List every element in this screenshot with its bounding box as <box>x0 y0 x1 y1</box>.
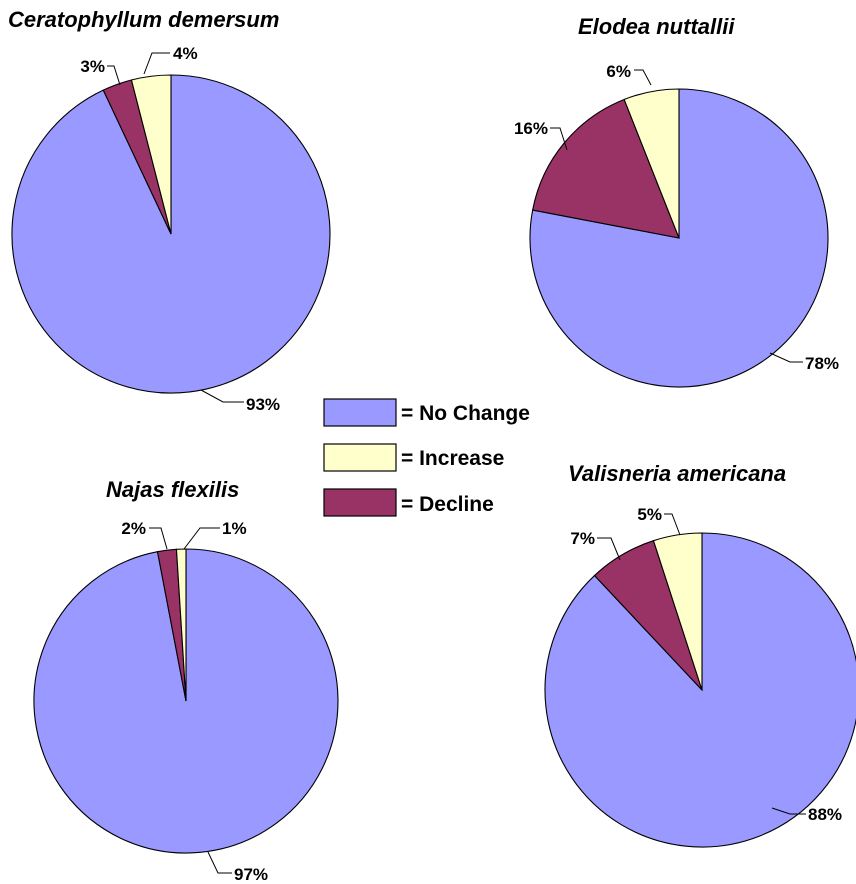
legend-item-increase: = Increase <box>323 443 504 472</box>
chart-title: Ceratophyllum demersum <box>8 7 279 32</box>
legend: = No Change = Increase = Decline <box>323 398 530 517</box>
leader-line-increase <box>634 69 652 86</box>
pie-slice-increase <box>130 74 172 235</box>
data-label-no-change: 97% <box>234 865 268 884</box>
pie-chart-najas: Najas flexilis 97% 1% 2% <box>33 477 339 884</box>
data-label-increase: 4% <box>173 44 198 63</box>
legend-swatch-increase <box>323 443 397 472</box>
data-label-increase: 6% <box>606 62 631 81</box>
leader-line-increase <box>664 513 681 536</box>
pie-chart-ceratophyllum: Ceratophyllum demersum 93% 4% 3% <box>8 7 331 414</box>
data-label-no-change: 93% <box>246 395 280 414</box>
leader-line-no-change <box>200 389 244 403</box>
pie-slice-decline <box>531 98 680 239</box>
pie-chart-elodea: Elodea nuttallii 78% 6% 16% <box>514 14 839 388</box>
leader-line-no-change <box>207 851 232 874</box>
pie-slice-increase <box>175 548 187 702</box>
data-label-decline: 7% <box>570 529 595 548</box>
legend-item-decline: = Decline <box>323 488 494 517</box>
leader-line-decline <box>550 127 568 151</box>
leader-line-no-change <box>771 807 806 815</box>
pie-slice-increase <box>652 532 703 691</box>
data-label-decline: 3% <box>80 57 105 76</box>
legend-label-increase: = Increase <box>401 447 504 470</box>
leader-line-decline <box>107 65 121 86</box>
chart-title: Najas flexilis <box>106 477 239 502</box>
legend-swatch-no-change <box>323 398 397 427</box>
legend-swatch-decline <box>323 488 397 517</box>
pie-slice-increase <box>623 88 680 239</box>
chart-title: Elodea nuttallii <box>578 14 735 39</box>
data-label-increase: 1% <box>222 519 247 538</box>
data-label-increase: 5% <box>637 505 662 524</box>
data-label-no-change: 88% <box>808 805 842 824</box>
leader-line-increase <box>183 527 220 550</box>
pie-slice-no-change <box>544 532 856 848</box>
leader-line-no-change <box>769 352 803 363</box>
leader-line-decline <box>597 537 621 561</box>
data-label-no-change: 78% <box>805 354 839 373</box>
pie-chart-valisneria: Valisneria americana 88% 5% 7% <box>544 461 856 848</box>
legend-label-no-change: = No Change <box>401 402 530 425</box>
chart-title: Valisneria americana <box>568 461 786 486</box>
leader-line-decline <box>149 527 168 550</box>
legend-label-decline: = Decline <box>401 493 494 516</box>
legend-item-no-change: = No Change <box>323 398 530 427</box>
data-label-decline: 16% <box>514 119 548 138</box>
leader-line-increase <box>143 52 170 75</box>
data-label-decline: 2% <box>121 519 146 538</box>
